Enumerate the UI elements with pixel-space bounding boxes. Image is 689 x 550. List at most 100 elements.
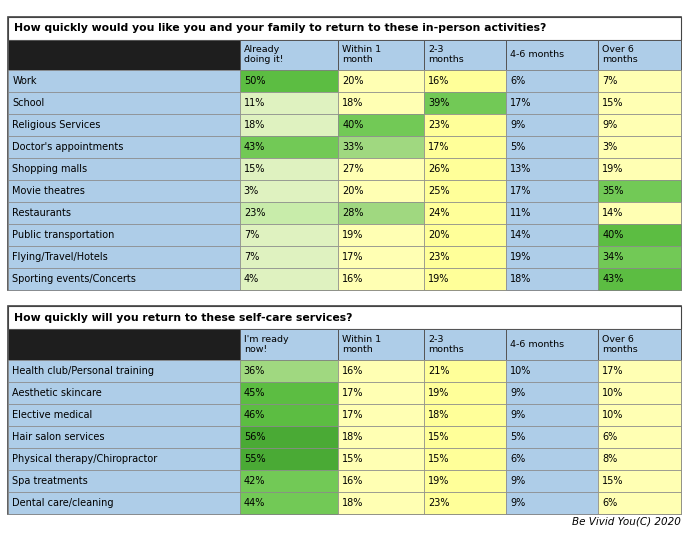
Text: 8%: 8%	[602, 454, 617, 464]
Text: 46%: 46%	[244, 410, 265, 420]
Text: 7%: 7%	[602, 76, 618, 86]
Bar	[598, 224, 681, 246]
Bar	[338, 224, 424, 246]
Text: Aesthetic skincare: Aesthetic skincare	[12, 388, 102, 398]
Bar	[424, 404, 506, 426]
Text: 4-6 months: 4-6 months	[510, 340, 564, 349]
Bar	[8, 470, 240, 492]
Bar	[424, 70, 506, 92]
Bar	[8, 306, 681, 514]
Text: 17%: 17%	[342, 252, 364, 262]
Bar	[8, 268, 240, 290]
Text: How quickly will you return to these self-care services?: How quickly will you return to these sel…	[14, 313, 352, 323]
Bar	[506, 470, 598, 492]
Text: Work: Work	[12, 76, 37, 86]
Bar	[598, 426, 681, 448]
Text: I'm ready
now!: I'm ready now!	[244, 335, 289, 354]
Bar	[598, 158, 681, 180]
Text: How quickly would you like you and your family to return to these in-person acti: How quickly would you like you and your …	[14, 23, 546, 33]
Bar	[598, 180, 681, 202]
Bar	[8, 92, 240, 114]
Bar	[598, 470, 681, 492]
Bar	[8, 404, 240, 426]
Text: Public transportation: Public transportation	[12, 230, 115, 240]
Bar	[8, 136, 240, 158]
Text: 28%: 28%	[342, 208, 364, 218]
Bar	[240, 329, 338, 360]
Bar	[338, 136, 424, 158]
Text: 20%: 20%	[342, 76, 364, 86]
Text: 9%: 9%	[602, 120, 617, 130]
Text: Within 1
month: Within 1 month	[342, 45, 381, 64]
Bar	[506, 360, 598, 382]
Bar	[8, 16, 681, 40]
Bar	[8, 158, 240, 180]
Bar	[424, 492, 506, 514]
Bar	[240, 246, 338, 268]
Bar	[240, 70, 338, 92]
Bar	[338, 382, 424, 404]
Text: 10%: 10%	[602, 410, 624, 420]
Bar	[8, 180, 240, 202]
Bar	[424, 268, 506, 290]
Bar	[506, 224, 598, 246]
Text: 36%: 36%	[244, 366, 265, 376]
Text: Over 6
months: Over 6 months	[602, 335, 638, 354]
Bar	[240, 180, 338, 202]
Text: 19%: 19%	[428, 476, 449, 486]
Bar	[338, 426, 424, 448]
Bar	[240, 40, 338, 70]
Bar	[424, 470, 506, 492]
Bar	[598, 492, 681, 514]
Text: Over 6
months: Over 6 months	[602, 45, 638, 64]
Bar	[598, 202, 681, 224]
Bar	[338, 92, 424, 114]
Text: 18%: 18%	[342, 498, 364, 508]
Bar	[506, 268, 598, 290]
Text: Sporting events/Concerts: Sporting events/Concerts	[12, 274, 136, 284]
Text: 14%: 14%	[602, 208, 624, 218]
Text: 15%: 15%	[602, 98, 624, 108]
Text: 5%: 5%	[510, 432, 525, 442]
Text: 23%: 23%	[428, 120, 450, 130]
Bar	[598, 404, 681, 426]
Text: 18%: 18%	[244, 120, 265, 130]
Text: 44%: 44%	[244, 498, 265, 508]
Text: 3%: 3%	[244, 186, 259, 196]
Text: 3%: 3%	[602, 142, 617, 152]
Bar	[598, 70, 681, 92]
Bar	[338, 492, 424, 514]
Text: 19%: 19%	[428, 274, 449, 284]
Bar	[338, 158, 424, 180]
Bar	[240, 158, 338, 180]
Text: 9%: 9%	[510, 410, 525, 420]
Text: Health club/Personal training: Health club/Personal training	[12, 366, 154, 376]
Text: 17%: 17%	[510, 186, 531, 196]
Text: 18%: 18%	[510, 274, 531, 284]
Bar	[338, 246, 424, 268]
Bar	[240, 382, 338, 404]
Bar	[8, 70, 240, 92]
Bar	[338, 329, 424, 360]
Bar	[240, 492, 338, 514]
Text: 18%: 18%	[428, 410, 449, 420]
Bar	[8, 202, 240, 224]
Bar	[506, 114, 598, 136]
Text: Physical therapy/Chiropractor: Physical therapy/Chiropractor	[12, 454, 158, 464]
Bar	[338, 114, 424, 136]
Bar	[424, 360, 506, 382]
Text: 40%: 40%	[602, 230, 624, 240]
Text: 35%: 35%	[602, 186, 624, 196]
Bar	[424, 246, 506, 268]
Text: Be Vivid You(C) 2020: Be Vivid You(C) 2020	[572, 516, 681, 526]
Bar	[598, 448, 681, 470]
Text: Doctor's appointments: Doctor's appointments	[12, 142, 124, 152]
Bar	[424, 136, 506, 158]
Text: 19%: 19%	[342, 230, 364, 240]
Text: 15%: 15%	[428, 454, 450, 464]
Bar	[338, 202, 424, 224]
Bar	[8, 16, 681, 290]
Bar	[8, 40, 240, 70]
Bar	[8, 246, 240, 268]
Bar	[506, 246, 598, 268]
